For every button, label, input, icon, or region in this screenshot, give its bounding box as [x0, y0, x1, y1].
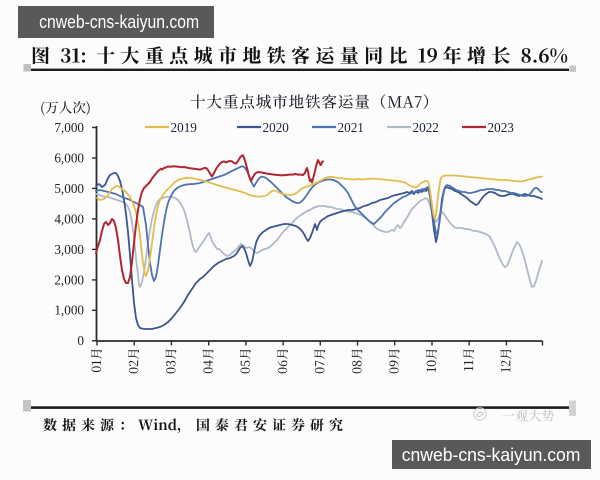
svg-text:2020: 2020 — [263, 120, 290, 135]
svg-text:2022: 2022 — [413, 120, 439, 135]
svg-text:4,000: 4,000 — [54, 211, 84, 226]
svg-text:3,000: 3,000 — [54, 242, 84, 257]
svg-text:1,000: 1,000 — [54, 303, 84, 318]
svg-text:2023: 2023 — [488, 120, 515, 135]
svg-text:0: 0 — [77, 333, 84, 348]
svg-text:7,000: 7,000 — [54, 120, 84, 135]
svg-text:2019: 2019 — [171, 120, 198, 135]
svg-text:5,000: 5,000 — [54, 181, 84, 196]
svg-text:6,000: 6,000 — [54, 150, 84, 165]
svg-text:2,000: 2,000 — [54, 272, 84, 287]
svg-text:2021: 2021 — [338, 120, 364, 135]
